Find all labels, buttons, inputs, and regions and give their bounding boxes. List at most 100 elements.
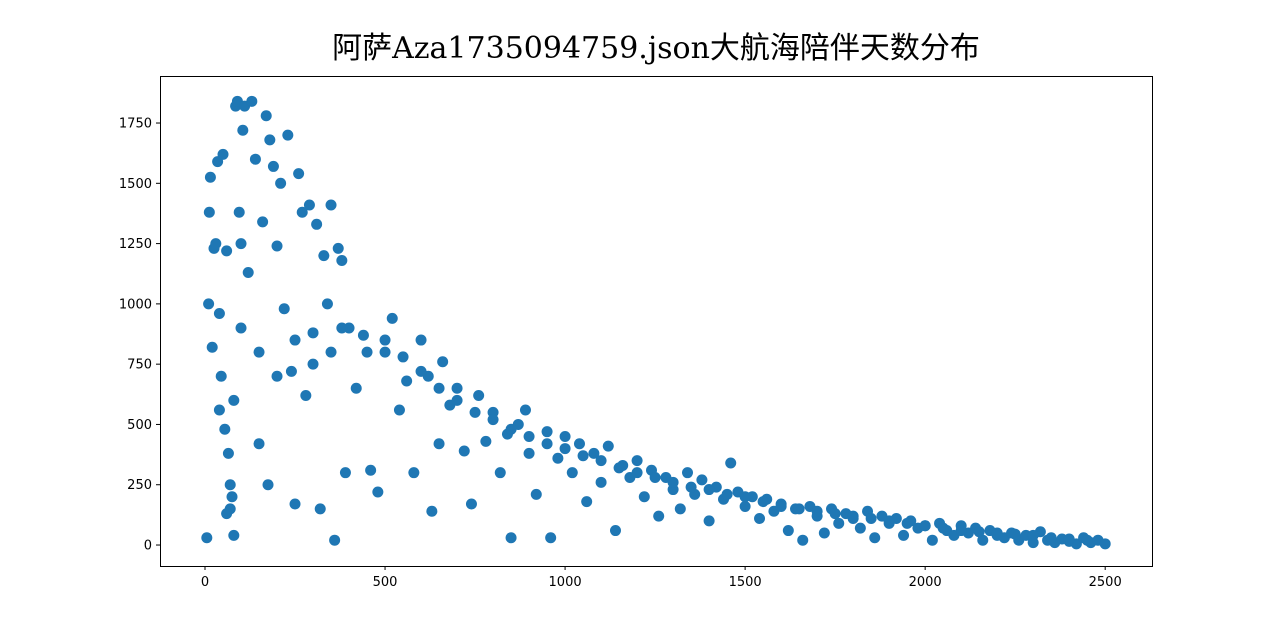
scatter-point (725, 457, 737, 469)
scatter-point (221, 245, 233, 257)
scatter-point (222, 447, 234, 459)
scatter-point (480, 435, 492, 447)
scatter-point (523, 431, 535, 443)
scatter-point (674, 503, 686, 515)
scatter-point (278, 303, 290, 315)
scatter-point (797, 534, 809, 546)
scatter-point (321, 298, 333, 310)
y-tick-label: 750 (127, 358, 152, 373)
scatter-point (372, 486, 384, 498)
scatter-point (703, 515, 715, 527)
scatter-point (264, 134, 276, 146)
scatter-point (901, 517, 913, 529)
scatter-point (573, 438, 585, 450)
scatter-point (226, 491, 238, 503)
x-tick-label: 500 (373, 575, 398, 590)
scatter-point (973, 526, 985, 538)
scatter-point (221, 508, 233, 520)
scatter-point (203, 206, 215, 218)
scatter-point (267, 160, 279, 172)
scatter-point (602, 440, 614, 452)
scatter-point (739, 491, 751, 503)
scatter-point (217, 148, 229, 160)
scatter-point (833, 517, 845, 529)
scatter-point (653, 510, 665, 522)
scatter-point (883, 515, 895, 527)
scatter-point (811, 505, 823, 517)
scatter-point (262, 479, 274, 491)
scatter-point (559, 443, 571, 455)
scatter-point (685, 481, 697, 493)
scatter-point (379, 334, 391, 346)
y-tick-label: 1500 (119, 177, 152, 192)
scatter-point (1081, 534, 1093, 546)
scatter-point (458, 445, 470, 457)
chart-title: 阿萨Aza1735094759.json大航海陪伴天数分布 (332, 31, 980, 66)
scatter-point (977, 534, 989, 546)
scatter-point (228, 529, 240, 541)
scatter-point (926, 534, 938, 546)
scatter-point (213, 404, 225, 416)
scatter-point (559, 431, 571, 443)
scatter-point (433, 382, 445, 394)
scatter-point (300, 390, 312, 402)
plot-area (201, 95, 1111, 550)
scatter-point (336, 322, 348, 334)
scatter-point (293, 168, 305, 180)
scatter-point (336, 254, 348, 266)
scatter-point (233, 206, 245, 218)
scatter-point (519, 404, 531, 416)
scatter-point (919, 520, 931, 532)
scatter-point (505, 532, 517, 544)
scatter-point (201, 532, 213, 544)
scatter-point (303, 199, 315, 211)
scatter-point (350, 382, 362, 394)
scatter-point (721, 488, 733, 500)
scatter-point (206, 341, 218, 353)
scatter-point (379, 346, 391, 358)
y-tick-label: 1750 (119, 117, 152, 132)
scatter-point (588, 447, 600, 459)
scatter-point (325, 346, 337, 358)
x-tick-label: 1000 (549, 575, 582, 590)
scatter-point (1063, 533, 1075, 545)
scatter-point (545, 532, 557, 544)
scatter-point (649, 472, 661, 484)
scatter-point (595, 476, 607, 488)
scatter-point (523, 447, 535, 459)
scatter-point (696, 474, 708, 486)
scatter-point (332, 242, 344, 254)
scatter-point (739, 500, 751, 512)
scatter-point (1045, 532, 1057, 544)
scatter-point (609, 525, 621, 537)
scatter-point (577, 450, 589, 462)
scatter-point (307, 327, 319, 339)
scatter-point (242, 267, 254, 279)
scatter-point (219, 423, 231, 435)
axes-frame (160, 76, 1153, 567)
scatter-point (757, 496, 769, 508)
scatter-point (210, 238, 222, 250)
scatter-point (865, 512, 877, 524)
scatter-point (754, 512, 766, 524)
scatter-point (782, 525, 794, 537)
scatter-point (415, 365, 427, 377)
scatter-point (257, 216, 269, 228)
scatter-point (329, 534, 341, 546)
scatter-point (296, 206, 308, 218)
x-tick-label: 1500 (729, 575, 762, 590)
scatter-point (253, 438, 265, 450)
scatter-point (408, 467, 420, 479)
scatter-point (552, 452, 564, 464)
scatter-point (530, 488, 542, 500)
scatter-point (271, 370, 283, 382)
scatter-point (581, 496, 593, 508)
scatter-point (204, 171, 216, 183)
scatter-point (937, 522, 949, 534)
scatter-point (793, 503, 805, 515)
scatter-point (469, 406, 481, 418)
y-tick-label: 500 (127, 418, 152, 433)
scatter-point (260, 110, 272, 122)
scatter-point (235, 238, 247, 250)
scatter-point (487, 414, 499, 426)
